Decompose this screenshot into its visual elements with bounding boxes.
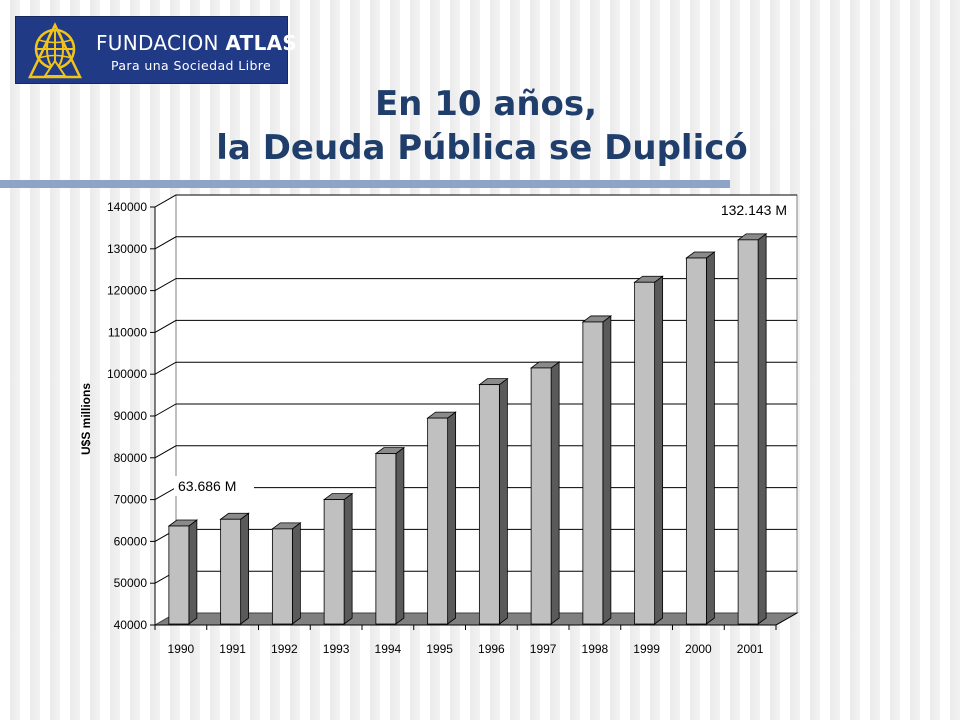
slide-title-line-1: En 10 años, — [374, 84, 598, 124]
bar-side — [757, 233, 767, 625]
x-axis-depth-edge — [775, 612, 798, 626]
x-tick-label: 1996 — [478, 642, 505, 656]
gridline — [154, 194, 797, 208]
gridline — [154, 236, 797, 250]
bar — [375, 453, 397, 625]
bar-side — [447, 411, 457, 625]
bar-side — [188, 519, 198, 625]
logo-name-bold: ATLAS — [225, 31, 298, 55]
y-tick-label: 120000 — [107, 284, 147, 298]
gridline — [154, 278, 797, 292]
y-tick-label: 140000 — [107, 200, 147, 214]
x-tick-label: 2001 — [737, 642, 764, 656]
bar-side — [395, 446, 405, 625]
bar-side — [498, 377, 508, 625]
logo-tagline: Para una Sociedad Libre — [111, 58, 272, 73]
y-tick-label: 100000 — [107, 367, 147, 381]
x-tick-label: 1999 — [633, 642, 660, 656]
x-tick-label: 1993 — [323, 642, 350, 656]
logo-name-regular: FUNDACION — [96, 31, 219, 55]
bar-side — [343, 492, 353, 625]
bar — [478, 384, 500, 625]
x-tick-label: 1995 — [426, 642, 453, 656]
globe-emblem-icon — [28, 22, 82, 79]
bar — [530, 367, 552, 625]
bar — [220, 518, 242, 625]
bar — [427, 417, 449, 625]
y-tick-label: 60000 — [114, 534, 148, 548]
y-tick-label: 90000 — [114, 409, 148, 423]
bar — [582, 321, 604, 625]
bar-side — [654, 275, 664, 625]
y-tick-label: 50000 — [114, 576, 148, 590]
bar-side — [550, 361, 560, 625]
bar — [323, 499, 345, 625]
annotation-box — [174, 476, 254, 496]
x-tick-label: 1998 — [582, 642, 609, 656]
bar-side — [602, 315, 612, 625]
bar — [168, 525, 190, 625]
x-tick-label: 1991 — [219, 642, 246, 656]
annotation-2001: 132.143 M — [721, 202, 787, 218]
bar-side — [240, 512, 250, 625]
y-tick-label: 70000 — [114, 493, 148, 507]
x-tick-label: 2000 — [685, 642, 712, 656]
y-tick-label: 80000 — [114, 451, 148, 465]
logo-name: FUNDACION ATLAS — [96, 31, 297, 55]
bar — [634, 281, 656, 625]
annotation-box — [708, 200, 792, 220]
annotation-1990: 63.686 M — [178, 478, 236, 494]
x-tick-label: 1994 — [375, 642, 402, 656]
fundacion-atlas-logo: FUNDACION ATLAS Para una Sociedad Libre — [15, 16, 297, 84]
y-tick-label: 130000 — [107, 242, 147, 256]
bar-side — [291, 522, 301, 625]
bar — [737, 239, 759, 625]
slide-title: En 10 años, la Deuda Pública se Duplicó — [0, 82, 960, 170]
title-divider — [0, 180, 730, 188]
y-axis-label: U$S millions — [79, 383, 93, 455]
bar — [271, 528, 293, 625]
slide-title-line-2: la Deuda Pública se Duplicó — [216, 128, 748, 168]
bar — [685, 257, 707, 625]
x-tick-label: 1997 — [530, 642, 557, 656]
y-tick-label: 110000 — [108, 325, 147, 339]
bar-side — [705, 251, 715, 625]
x-tick-label: 1992 — [271, 642, 298, 656]
x-tick-label: 1990 — [168, 642, 195, 656]
y-tick-label: 40000 — [114, 618, 148, 632]
